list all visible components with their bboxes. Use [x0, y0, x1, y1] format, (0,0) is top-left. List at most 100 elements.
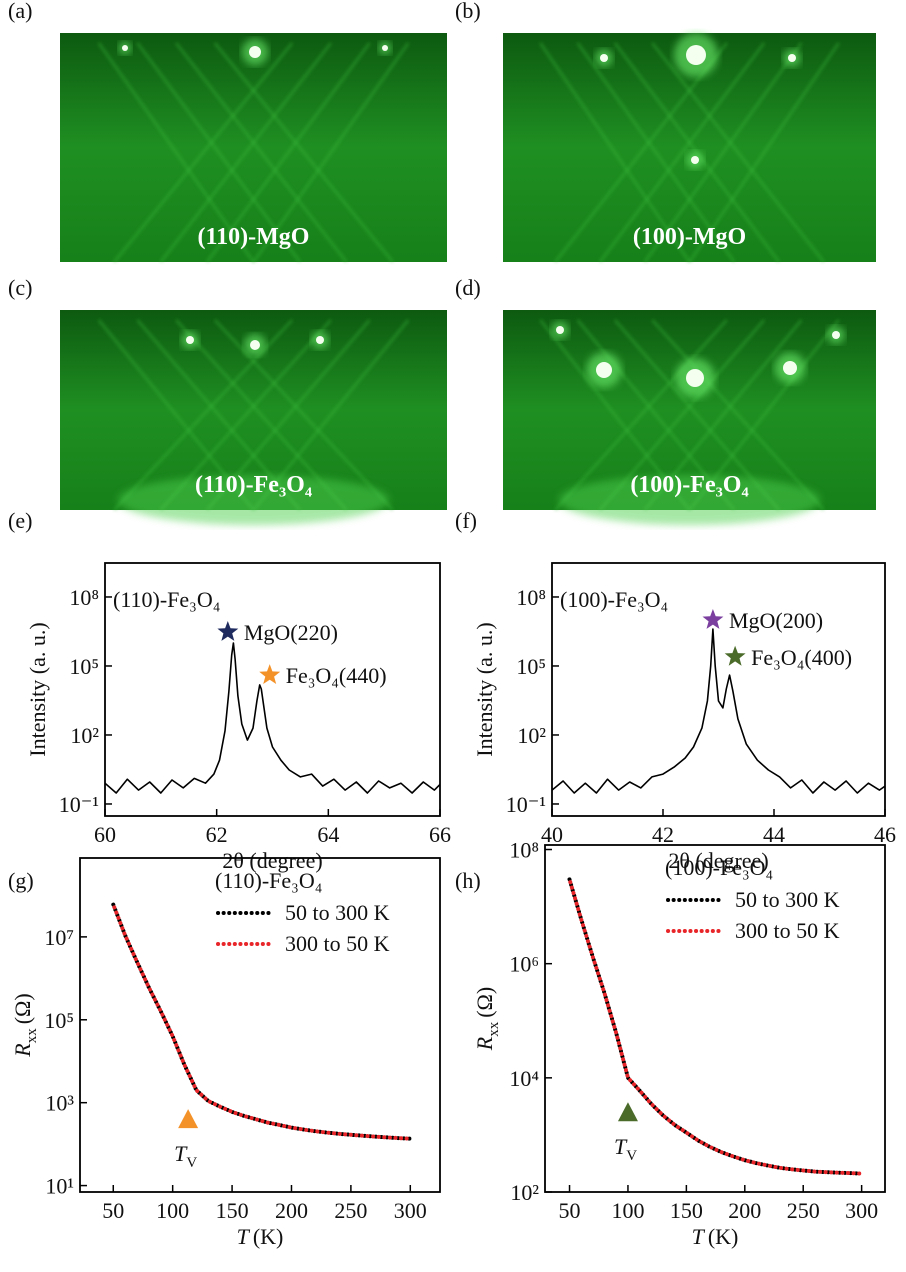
streak — [113, 42, 294, 263]
spot — [122, 45, 128, 51]
y-tick-label: 10² — [510, 1180, 539, 1205]
marker-label-sub: V — [186, 1155, 197, 1171]
x-tick-label: 150 — [216, 1198, 249, 1223]
y-tick-label: 10⁶ — [509, 952, 539, 977]
y-tick-label: 10⁵ — [516, 654, 546, 679]
x-axis-label: 2θ (degree) — [222, 848, 322, 873]
x-tick-label: 46 — [874, 822, 896, 847]
x-tick-label: 200 — [728, 1198, 761, 1223]
x-axis-label-var: T — [237, 1224, 251, 1249]
y-axis-label: Intensity (a. u.) — [472, 622, 497, 756]
spot — [382, 45, 388, 51]
plot-frame — [79, 857, 441, 1193]
streak — [136, 42, 302, 263]
y-tick-label: 10⁻¹ — [59, 792, 99, 817]
legend-label: 300 to 50 K — [735, 918, 840, 943]
spot — [600, 54, 608, 62]
x-axis-label: T (K) — [692, 1224, 739, 1249]
x-axis-label-unit: (K) — [708, 1224, 739, 1249]
plot-frame — [551, 562, 886, 817]
panel-label: (e) — [8, 508, 32, 533]
panel-label: (d) — [455, 275, 481, 300]
streak — [554, 42, 728, 263]
rheed-image — [60, 33, 447, 263]
spot — [249, 46, 261, 58]
panel-label: (a) — [8, 0, 32, 23]
x-tick-label: 100 — [611, 1198, 644, 1223]
image-caption: (100)-MgO — [633, 224, 746, 250]
marker-label-sub: V — [626, 1148, 637, 1164]
streak — [651, 42, 825, 263]
legend-label: 50 to 300 K — [735, 887, 840, 912]
panel-label: (c) — [8, 275, 32, 300]
spot — [686, 45, 706, 65]
image-caption: (110)-MgO — [198, 224, 310, 250]
marker-label: TV — [174, 1141, 197, 1171]
marker-label: TV — [614, 1134, 637, 1164]
plot-frame — [544, 844, 886, 1193]
y-tick-label: 10² — [517, 723, 546, 748]
panel-label: (f) — [455, 508, 477, 533]
x-tick-label: 62 — [206, 822, 228, 847]
streak — [688, 42, 840, 263]
glow — [118, 475, 389, 525]
streak — [643, 42, 803, 263]
y-tick-label: 10² — [70, 723, 99, 748]
x-axis-label: 2θ (degree) — [668, 848, 768, 873]
image-caption: (100)-Fe₃O₄ — [630, 472, 748, 498]
rheed-image — [503, 33, 876, 263]
y-axis-label-var: R — [10, 1043, 35, 1058]
x-tick-label: 50 — [102, 1198, 124, 1223]
spot — [691, 156, 699, 164]
streak — [213, 42, 394, 263]
transition-marker — [178, 1109, 199, 1129]
legend-label: 50 to 300 K — [285, 900, 390, 925]
plot-frame — [104, 562, 441, 817]
spot — [186, 336, 194, 344]
streak — [97, 42, 255, 263]
x-tick-label: 50 — [559, 1198, 581, 1223]
y-axis-label: Intensity (a. u.) — [25, 622, 50, 756]
spot — [788, 54, 796, 62]
glow — [558, 475, 821, 525]
panel-label: (b) — [455, 0, 481, 23]
inset-label: (100)-Fe₃O₄ — [560, 587, 668, 612]
transition-marker — [617, 1102, 638, 1122]
y-tick-label: 10⁸ — [509, 838, 539, 863]
legend-label: 300 to 50 K — [285, 931, 390, 956]
marker-label-var: T — [614, 1134, 628, 1159]
x-tick-label: 44 — [763, 822, 785, 847]
data-line — [111, 902, 413, 1141]
spot — [832, 331, 840, 339]
x-tick-label: 64 — [317, 822, 339, 847]
annotation: Fe₃O₄(440) — [286, 663, 387, 688]
streak — [159, 42, 333, 263]
y-axis-label-sub: xx — [24, 1028, 40, 1044]
streak — [539, 42, 691, 263]
x-tick-label: 40 — [541, 822, 563, 847]
peak-star — [724, 645, 746, 666]
inset-label: (110)-Fe₃O₄ — [113, 587, 220, 612]
y-axis-label-unit: (Ω) — [10, 993, 35, 1024]
x-axis-label-var: T — [692, 1224, 706, 1249]
annotation: MgO(220) — [244, 620, 338, 645]
spot — [250, 340, 260, 350]
spot — [316, 336, 324, 344]
image-caption: (110)-Fe₃O₄ — [195, 472, 312, 498]
y-tick-label: 10⁸ — [516, 585, 546, 610]
x-axis-label-unit: (K) — [253, 1224, 284, 1249]
x-tick-label: 300 — [845, 1198, 878, 1223]
data-line — [567, 877, 864, 1176]
rheed-image — [503, 310, 876, 525]
y-tick-label: 10⁷ — [44, 925, 74, 950]
image-background — [60, 33, 447, 262]
x-tick-label: 300 — [394, 1198, 427, 1223]
y-axis-label: Rxx (Ω) — [472, 987, 502, 1051]
x-tick-label: 100 — [156, 1198, 189, 1223]
x-tick-label: 250 — [787, 1198, 820, 1223]
streak — [576, 42, 736, 263]
panel-label: (h) — [455, 868, 481, 893]
streak — [598, 42, 766, 263]
